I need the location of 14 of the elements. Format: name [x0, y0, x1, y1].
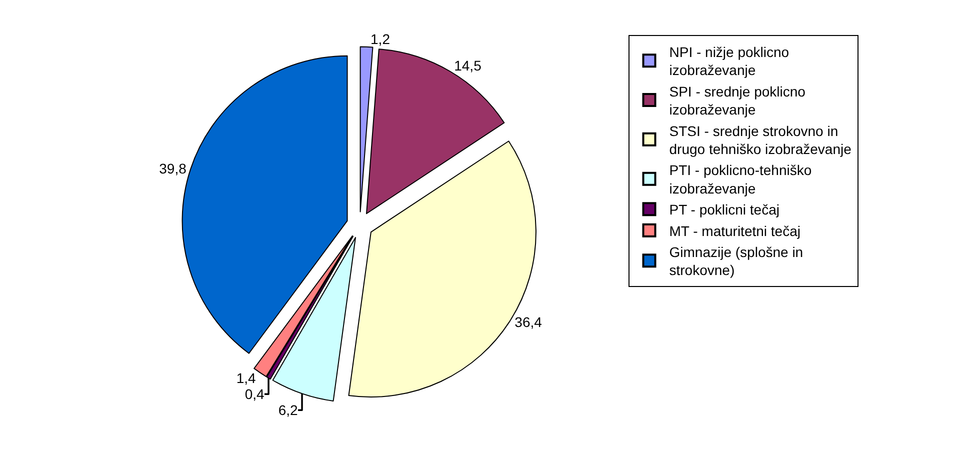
legend-label: NPI - nižje poklicno izobraževanje	[669, 44, 790, 78]
data-label: 1,2	[370, 30, 390, 47]
legend-label: SPI - srednje poklicno izobraževanje	[669, 83, 806, 118]
data-label: 1,4	[236, 370, 256, 386]
data-label: 6,2	[278, 402, 298, 418]
legend-label: PT - poklicni tečaj	[669, 202, 780, 218]
data-label: 14,5	[454, 57, 482, 74]
data-label: 39,8	[159, 160, 187, 176]
data-label: 36,4	[514, 314, 542, 330]
legend-label: STSI - srednje strokovno in drugo tehniško izobraževanje	[669, 122, 852, 157]
data-label: 0,4	[244, 386, 265, 402]
legend-label: PTI - poklicno-tehniško izobraževanje	[669, 162, 812, 196]
legend-label: MT - maturitetni tečaj	[669, 222, 800, 239]
legend-label: Gimnazije (splošne in strokovne)	[669, 244, 804, 278]
